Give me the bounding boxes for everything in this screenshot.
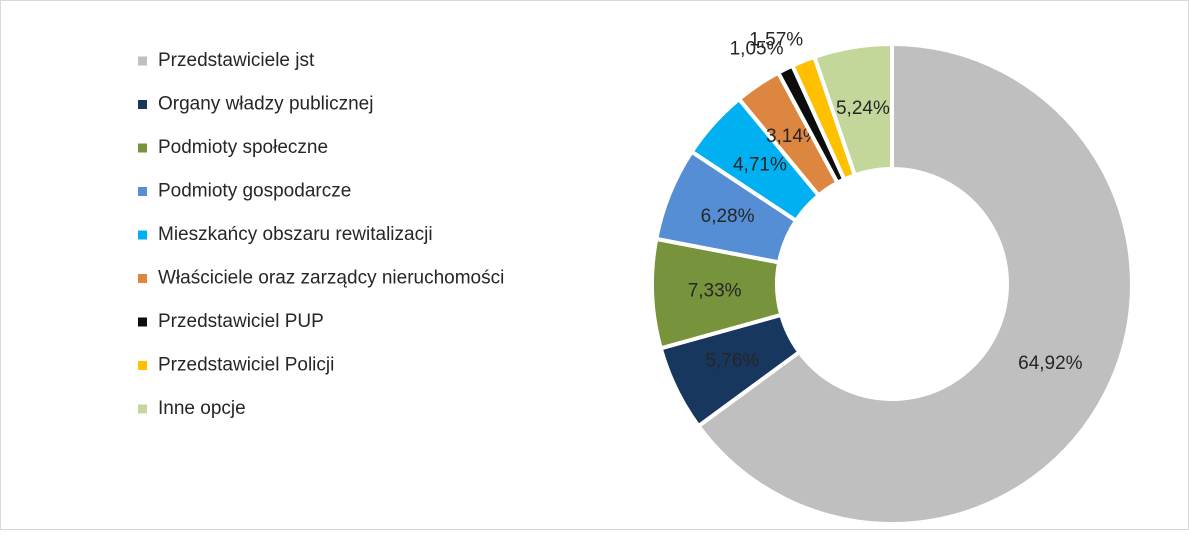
data-label: 1,57% xyxy=(749,30,803,51)
legend-marker xyxy=(138,143,147,153)
donut-slice xyxy=(811,41,894,178)
data-label: 5,24% xyxy=(836,98,890,119)
data-label: 7,33% xyxy=(688,280,742,301)
legend-marker xyxy=(138,187,147,196)
data-label: 4,71% xyxy=(733,154,787,175)
legend-label: Organy władzy publicznej xyxy=(158,94,373,115)
data-label: 3,14% xyxy=(766,126,820,147)
data-label: 64,92% xyxy=(1018,353,1083,374)
legend-marker xyxy=(138,56,147,66)
legend-label: Mieszkańcy obszaru rewitalizacji xyxy=(158,224,433,245)
legend-label: Podmioty społeczne xyxy=(158,137,328,158)
donut-slice xyxy=(695,41,1134,526)
legend-label: Przedstawiciele jst xyxy=(158,50,315,71)
legend-marker xyxy=(138,100,147,109)
legend-marker xyxy=(138,274,147,283)
legend-label: Podmioty gospodarcze xyxy=(158,181,351,202)
legend-label: Przedstawiciel Policji xyxy=(158,355,334,376)
legend-marker xyxy=(138,361,147,370)
legend-marker xyxy=(138,404,147,414)
legend-label: Przedstawiciel PUP xyxy=(158,311,324,332)
legend-label: Właściciele oraz zarządcy nieruchomości xyxy=(158,268,504,289)
data-label: 5,76% xyxy=(705,351,759,372)
data-label: 1,05% xyxy=(730,38,784,59)
legend-label: Inne opcje xyxy=(158,398,246,419)
data-label: 6,28% xyxy=(701,206,755,227)
legend-marker xyxy=(138,317,147,327)
legend-marker xyxy=(138,230,147,240)
